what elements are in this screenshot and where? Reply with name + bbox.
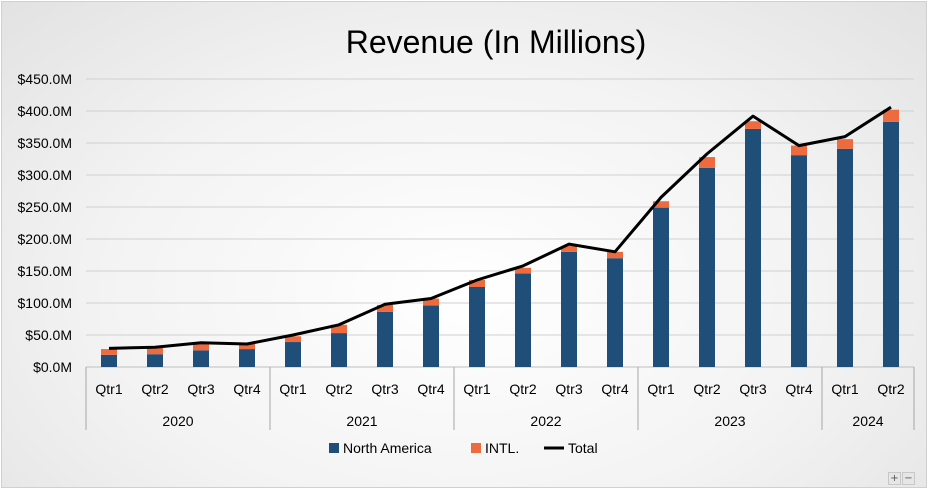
bar-intl — [239, 343, 255, 350]
legend-swatch — [471, 443, 481, 453]
x-tick-label: Qtr3 — [555, 381, 582, 397]
bar-intl — [883, 109, 899, 122]
bar-north-america — [883, 121, 899, 367]
x-tick-label: Qtr2 — [325, 381, 352, 397]
x-tick-label: Qtr3 — [739, 381, 766, 397]
x-group-label: 2023 — [714, 413, 745, 429]
zoom-out-button[interactable]: − — [902, 472, 915, 485]
legend-label: Total — [568, 440, 598, 456]
y-tick-label: $400.0M — [18, 103, 72, 119]
bar-north-america — [837, 148, 853, 367]
bar-intl — [193, 343, 209, 351]
bar-north-america — [101, 354, 117, 367]
bar-north-america — [469, 287, 485, 367]
x-tick-label: Qtr2 — [509, 381, 536, 397]
gridlines — [86, 78, 914, 368]
x-tick-label: Qtr2 — [693, 381, 720, 397]
bar-north-america — [331, 333, 347, 367]
x-tick-label: Qtr4 — [417, 381, 444, 397]
y-tick-label: $0.0M — [33, 359, 72, 375]
bar-intl — [331, 324, 347, 334]
bar-intl — [699, 157, 715, 168]
x-tick-label: Qtr3 — [187, 381, 214, 397]
bar-north-america — [653, 207, 669, 367]
bar-north-america — [515, 273, 531, 367]
bar-intl — [101, 349, 117, 355]
bar-intl — [561, 246, 577, 252]
y-tick-label: $100.0M — [18, 295, 72, 311]
x-group-label: 2021 — [346, 413, 377, 429]
x-tick-label: Qtr1 — [463, 381, 490, 397]
total-line — [108, 105, 892, 350]
y-tick-label: $300.0M — [18, 167, 72, 183]
bar-intl — [423, 298, 439, 306]
bar-north-america — [699, 167, 715, 367]
bar-intl — [147, 347, 163, 355]
zoom-in-button[interactable]: + — [888, 472, 901, 485]
bar-intl — [837, 139, 853, 149]
bar-intl — [653, 201, 669, 208]
total-series-line — [108, 105, 892, 350]
y-tick-label: $200.0M — [18, 231, 72, 247]
y-tick-label: $150.0M — [18, 263, 72, 279]
bar-north-america — [561, 251, 577, 367]
bar-intl — [515, 267, 531, 274]
x-tick-label: Qtr4 — [233, 381, 260, 397]
bar-north-america — [791, 155, 807, 367]
bar-north-america — [285, 342, 301, 367]
y-tick-label: $350.0M — [18, 135, 72, 151]
bar-north-america — [607, 258, 623, 367]
x-tick-label: Qtr1 — [831, 381, 858, 397]
x-group-label: 2020 — [162, 413, 193, 429]
legend-swatch — [329, 443, 339, 453]
legend: North America INTL. Total — [329, 440, 598, 456]
x-tick-label: Qtr1 — [647, 381, 674, 397]
x-tick-label: Qtr1 — [279, 381, 306, 397]
x-tick-label: Qtr3 — [371, 381, 398, 397]
bar-intl — [791, 145, 807, 156]
x-group-label: 2024 — [852, 413, 883, 429]
x-tick-label: Qtr4 — [601, 381, 628, 397]
x-axis: Qtr1 Qtr2 Qtr3 Qtr4 Qtr1 Qtr2 Qtr3 Qtr4 Qtr1 Qtr2… — [85, 367, 915, 430]
x-group-label: 2022 — [530, 413, 561, 429]
bar-north-america — [147, 354, 163, 367]
y-tick-label: $250.0M — [18, 199, 72, 215]
chart-title: Revenue (In Millions) — [346, 24, 647, 60]
bar-north-america — [423, 305, 439, 367]
bar-intl — [607, 251, 623, 259]
bar-north-america — [239, 349, 255, 367]
bar-north-america — [193, 350, 209, 367]
y-tick-label: $50.0M — [25, 327, 72, 343]
bar-intl — [745, 121, 761, 129]
legend-label: North America — [343, 440, 432, 456]
x-tick-label: Qtr2 — [141, 381, 168, 397]
bar-intl — [377, 304, 393, 312]
x-tick-label: Qtr4 — [785, 381, 812, 397]
x-tick-label: Qtr2 — [877, 381, 904, 397]
legend-label: INTL. — [485, 440, 519, 456]
bar-intl — [285, 336, 301, 343]
y-axis-tick-labels: $0.0M $50.0M $100.0M $150.0M $200.0M $250.0M $… — [18, 71, 72, 375]
x-tick-label: Qtr1 — [95, 381, 122, 397]
bar-north-america — [377, 311, 393, 367]
y-tick-label: $450.0M — [18, 71, 72, 87]
bar-north-america — [745, 128, 761, 367]
bars — [101, 109, 899, 367]
bar-intl — [469, 279, 485, 287]
